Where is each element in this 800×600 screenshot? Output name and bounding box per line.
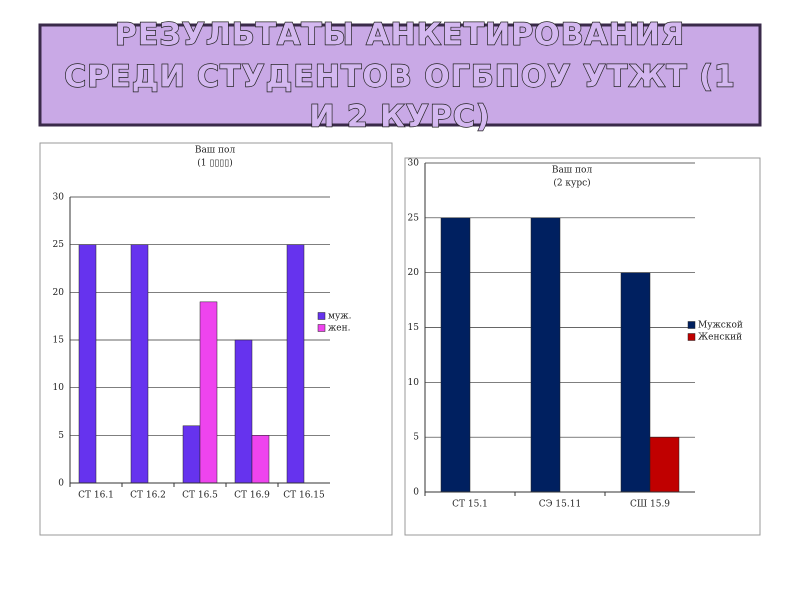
bar <box>286 244 305 484</box>
bar <box>620 272 651 493</box>
bar <box>251 435 270 484</box>
y-tick-label: 20 <box>53 288 65 298</box>
legend-swatch <box>687 333 696 341</box>
legend-label: муж. <box>328 312 352 322</box>
bar <box>78 244 97 484</box>
x-tick-label: СТ 16.1 <box>78 491 114 501</box>
slide-title: РЕЗУЛЬТАТЫ АНКЕТИРОВАНИЯ <box>115 18 685 53</box>
legend-label: жен. <box>328 324 351 334</box>
x-tick-label: СЭ 15.11 <box>539 500 581 510</box>
x-tick-label: СШ 15.9 <box>630 500 670 510</box>
y-tick-label: 5 <box>413 433 419 443</box>
y-tick-label: 25 <box>408 213 420 223</box>
legend-label: Женский <box>698 333 742 343</box>
y-tick-label: 25 <box>53 240 65 250</box>
bar <box>182 425 201 484</box>
y-tick-label: 10 <box>53 383 65 393</box>
chart-frame <box>39 142 393 536</box>
slide-title: И 2 КУРС) <box>309 100 490 135</box>
bar <box>440 217 471 493</box>
legend-swatch <box>687 321 696 329</box>
y-tick-label: 0 <box>58 479 64 489</box>
title-box <box>38 23 762 127</box>
x-tick-label: СТ 15.1 <box>452 500 488 510</box>
y-tick-label: 10 <box>408 378 420 388</box>
x-tick-label: СТ 16.2 <box>130 491 166 501</box>
bar <box>130 244 149 484</box>
legend-label: Мужской <box>698 321 743 331</box>
chart-title: Ваш пол <box>195 146 236 156</box>
x-tick-label: СТ 16.9 <box>234 491 270 501</box>
bar <box>234 339 253 484</box>
bar <box>199 301 218 484</box>
y-tick-label: 5 <box>58 431 64 441</box>
y-tick-label: 30 <box>408 159 420 169</box>
chart-subtitle: (1 ▯▯▯▯) <box>197 158 232 169</box>
y-tick-label: 15 <box>408 323 420 333</box>
legend-swatch <box>317 312 326 320</box>
x-tick-label: СТ 16.15 <box>283 491 325 501</box>
y-tick-label: 20 <box>408 268 420 278</box>
bar <box>649 436 680 493</box>
x-tick-label: СТ 16.5 <box>182 491 218 501</box>
slide-title: СРЕДИ СТУДЕНТОВ ОГБПОУ УТЖТ (1 <box>64 60 735 95</box>
y-tick-label: 15 <box>53 336 65 346</box>
chart-title: Ваш пол <box>552 166 593 176</box>
legend-swatch <box>317 324 326 332</box>
bar <box>530 217 561 493</box>
y-tick-label: 30 <box>53 193 65 203</box>
chart-frame <box>404 157 761 536</box>
y-tick-label: 0 <box>413 488 419 498</box>
chart-subtitle: (2 курс) <box>553 178 590 189</box>
